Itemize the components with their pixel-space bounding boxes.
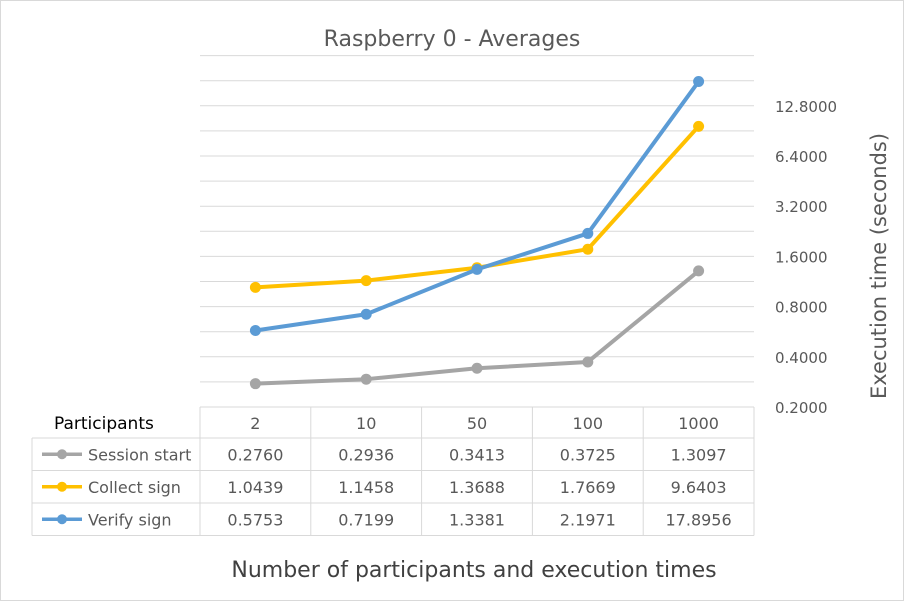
data-point	[471, 362, 483, 374]
category-label: 1000	[678, 414, 719, 433]
chart-title: Raspberry 0 - Averages	[324, 27, 581, 52]
table-cell: 0.3413	[449, 445, 505, 464]
data-point	[693, 76, 705, 88]
data-point	[249, 281, 261, 293]
category-label: 50	[467, 414, 487, 433]
table-cell: 0.2936	[338, 445, 394, 464]
table-cell: 9.6403	[671, 478, 727, 497]
table-cell: 1.3097	[671, 445, 727, 464]
table-cell: 0.5753	[227, 510, 283, 529]
data-point	[693, 265, 705, 277]
data-point	[249, 324, 261, 336]
category-label: 100	[573, 414, 604, 433]
table-cell: 0.3725	[560, 445, 616, 464]
table-cell: 1.1458	[338, 478, 394, 497]
y-tick-label: 0.4000	[775, 349, 828, 367]
data-point	[582, 243, 594, 255]
table-cell: 0.2760	[227, 445, 283, 464]
data-point	[360, 275, 372, 287]
legend-label: Collect sign	[88, 478, 181, 497]
legend-label: Session start	[88, 445, 191, 464]
y-tick-label: 12.8000	[775, 98, 837, 116]
table-cell: 1.0439	[227, 478, 283, 497]
legend-marker	[57, 514, 67, 525]
legend-marker	[57, 449, 67, 460]
data-table: Participants 2 10 50 100 1000 Session start 0.2…	[31, 406, 755, 536]
table-header-label: Participants	[54, 414, 154, 434]
table-cell: 1.3381	[449, 510, 505, 529]
table-cell: 1.3688	[449, 478, 505, 497]
table-cell: 2.1971	[560, 510, 616, 529]
legend-label: Verify sign	[88, 510, 172, 529]
y-tick-label: 3.2000	[775, 198, 828, 216]
y-axis-tick-labels: 0.2000 0.4000 0.8000 1.6000 3.2000 6.4000 12.8…	[775, 98, 837, 417]
series-lines	[249, 76, 705, 390]
x-axis-label: Number of participants and execution tim…	[231, 558, 716, 583]
category-label: 2	[250, 414, 260, 433]
y-axis-label: Execution time (seconds)	[867, 133, 891, 399]
series	[249, 265, 705, 390]
table-cell: 1.7669	[560, 478, 616, 497]
data-point	[582, 356, 594, 368]
data-point	[582, 227, 594, 239]
table-cell: 0.7199	[338, 510, 394, 529]
table-cell: 17.8956	[666, 510, 732, 529]
data-point	[693, 120, 705, 132]
gridlines	[200, 55, 754, 383]
category-label: 10	[356, 414, 376, 433]
data-point	[471, 263, 483, 275]
y-tick-label: 0.2000	[775, 399, 828, 417]
data-point	[360, 373, 372, 385]
data-point	[249, 378, 261, 390]
y-tick-label: 0.8000	[775, 299, 828, 317]
data-point	[360, 308, 372, 320]
legend-marker	[57, 481, 67, 492]
y-tick-label: 1.6000	[775, 248, 828, 266]
series	[249, 76, 705, 336]
y-tick-label: 6.4000	[775, 148, 828, 166]
